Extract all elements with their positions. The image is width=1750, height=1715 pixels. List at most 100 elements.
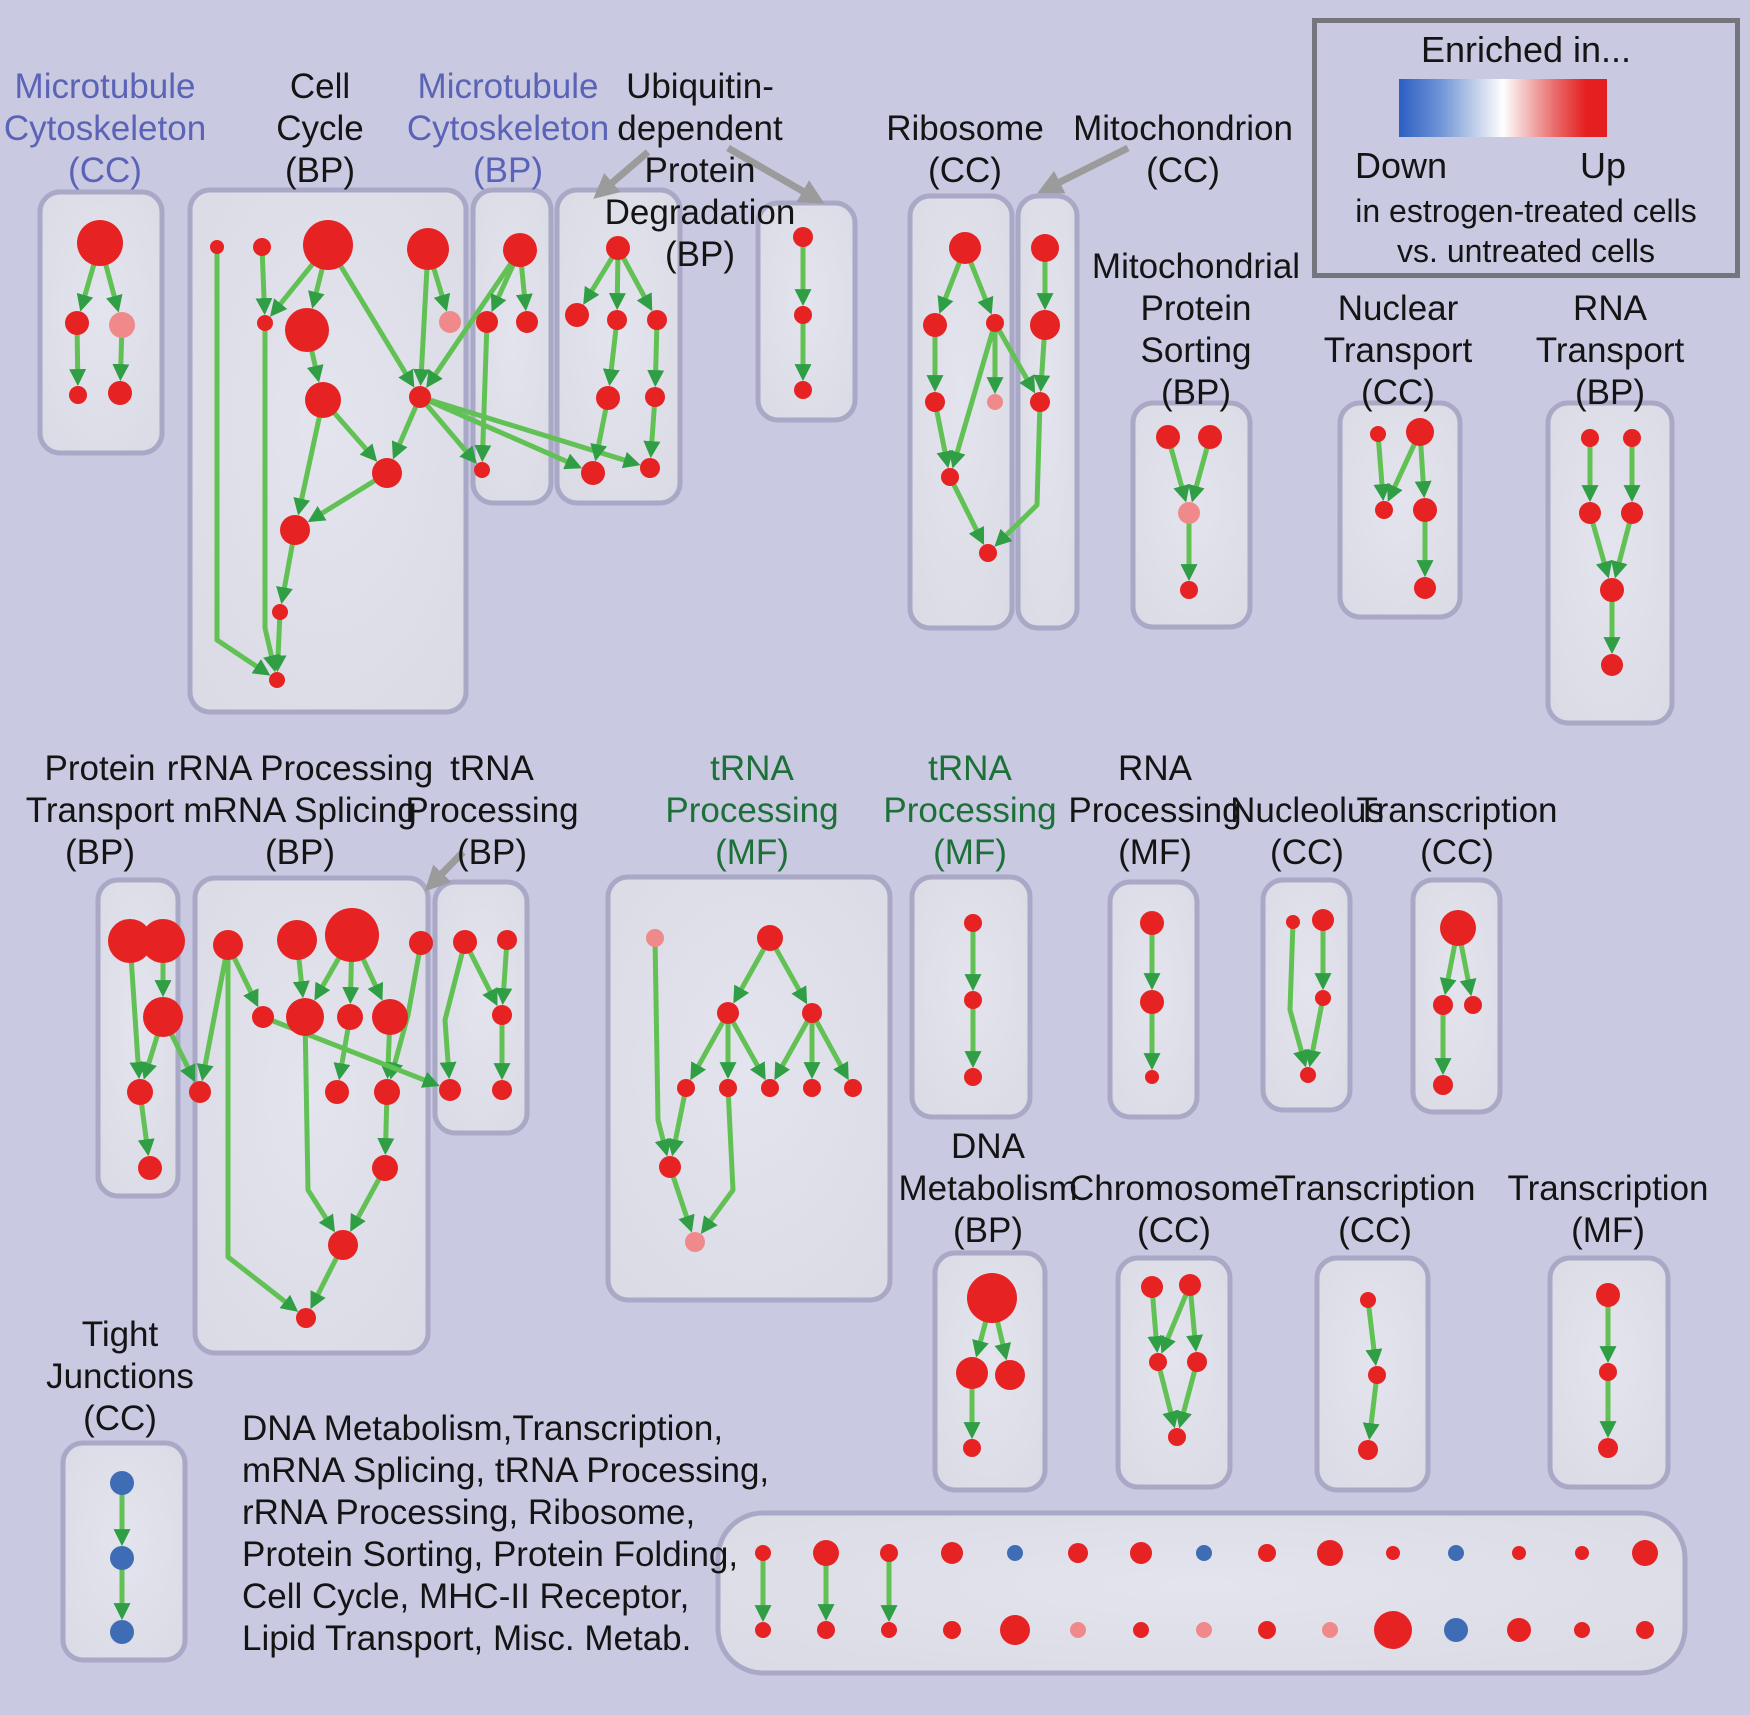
dag-edge	[307, 474, 382, 523]
go-term-node	[516, 311, 538, 333]
go-term-node	[1448, 1545, 1464, 1561]
go-term-node	[1030, 310, 1060, 340]
go-term-node	[1140, 911, 1164, 935]
go-term-node	[1141, 1276, 1163, 1298]
go-term-node	[252, 1006, 274, 1028]
dag-edge	[112, 331, 130, 382]
go-term-node	[1444, 1618, 1468, 1642]
cluster-label: tRNA Processing (BP)	[405, 749, 579, 872]
go-term-node	[761, 1079, 779, 1097]
dag-edge	[490, 256, 519, 313]
go-term-node	[372, 999, 408, 1035]
go-term-node	[1258, 1621, 1276, 1639]
go-term-node	[755, 1622, 771, 1638]
dag-edge	[733, 942, 770, 1004]
go-term-node	[1322, 1622, 1338, 1638]
legend-caption: in estrogen-treated cells vs. untreated …	[1355, 193, 1697, 269]
dag-edge	[426, 255, 518, 388]
go-term-node	[1621, 502, 1643, 524]
dag-edge	[495, 944, 513, 1006]
dag-edge	[949, 479, 985, 546]
cluster-label: DNA Metabolism,Transcription, mRNA Splic…	[242, 1409, 770, 1658]
go-term-node	[1581, 429, 1599, 447]
go-term-node	[65, 311, 89, 335]
go-term-node	[439, 311, 461, 333]
dag-edge	[391, 401, 421, 460]
cluster-label: Ubiquitin- dependent Protein Degradation…	[604, 67, 796, 274]
dag-edge	[1439, 936, 1459, 996]
cluster-label: tRNA Processing (MF)	[883, 749, 1057, 872]
dag-edge	[214, 250, 271, 676]
go-term-node	[492, 1080, 512, 1100]
go-term-node	[257, 315, 273, 331]
callout-arrow	[1037, 144, 1130, 194]
dag-edge	[1414, 438, 1432, 499]
dag-edge	[994, 406, 1043, 547]
dag-edge	[137, 1098, 155, 1157]
dag-edge	[276, 536, 297, 605]
dag-edge	[995, 325, 1036, 394]
dag-edge	[700, 1092, 736, 1235]
dag-edge	[602, 324, 620, 387]
dag-edge	[474, 327, 492, 463]
dag-edge	[647, 324, 665, 388]
go-term-node	[979, 544, 997, 562]
go-term-node	[1140, 990, 1164, 1014]
go-term-node	[844, 1079, 862, 1097]
dag-edge	[669, 1171, 695, 1233]
go-term-node	[328, 1230, 358, 1260]
go-term-node	[305, 382, 341, 418]
dag-edge	[770, 942, 808, 1005]
dag-edge	[1033, 332, 1051, 393]
go-term-node	[325, 908, 379, 962]
go-term-node	[659, 1156, 681, 1178]
dag-edge	[583, 251, 618, 305]
dag-edge	[812, 1016, 849, 1081]
dag-edge	[302, 1026, 336, 1233]
go-term-node	[127, 1079, 153, 1105]
go-term-node	[964, 991, 982, 1009]
go-term-node	[677, 1079, 695, 1097]
go-term-node	[492, 1005, 512, 1025]
cluster-label: Microtubule Cytoskeleton (CC)	[3, 67, 207, 190]
dag-edge	[652, 942, 672, 1157]
go-term-node	[1375, 501, 1393, 519]
go-term-node	[986, 314, 1004, 332]
go-term-node	[285, 308, 329, 352]
cluster-box	[1337, 400, 1463, 620]
go-term-node	[108, 919, 152, 963]
cluster-box	[470, 187, 554, 506]
go-term-node	[1600, 578, 1624, 602]
go-term-node	[1386, 1546, 1400, 1560]
dag-edge	[1611, 517, 1634, 579]
dag-edge	[262, 327, 280, 673]
go-term-node	[1433, 1075, 1453, 1095]
go-term-node	[1601, 654, 1623, 676]
go-term-node	[757, 925, 783, 951]
go-term-node	[1368, 1366, 1386, 1384]
go-term-node	[372, 1155, 398, 1181]
go-term-node	[1000, 1615, 1030, 1645]
cluster-box	[1015, 193, 1080, 631]
go-term-node	[793, 227, 813, 247]
go-term-node	[280, 515, 310, 545]
legend-gradient-bar	[1399, 79, 1607, 137]
callout-arrow	[593, 149, 651, 199]
go-term-node	[1512, 1546, 1526, 1560]
go-term-node	[1198, 425, 1222, 449]
cluster-label: Protein Transport (BP)	[25, 749, 175, 872]
go-term-node	[1068, 1543, 1088, 1563]
go-term-node	[109, 312, 135, 338]
go-term-node	[497, 930, 517, 950]
go-term-node	[407, 228, 449, 270]
dag-edge	[949, 326, 997, 469]
cluster-label: Mitochondrion (CC)	[1073, 109, 1293, 190]
go-term-node	[1286, 915, 1300, 929]
dag-edge	[69, 328, 87, 387]
go-term-node	[1440, 910, 1476, 946]
go-term-node	[1370, 426, 1386, 442]
dag-edge	[1156, 1365, 1179, 1429]
go-term-node	[1133, 1622, 1149, 1638]
dag-edge	[255, 251, 273, 316]
go-term-node	[1156, 425, 1180, 449]
